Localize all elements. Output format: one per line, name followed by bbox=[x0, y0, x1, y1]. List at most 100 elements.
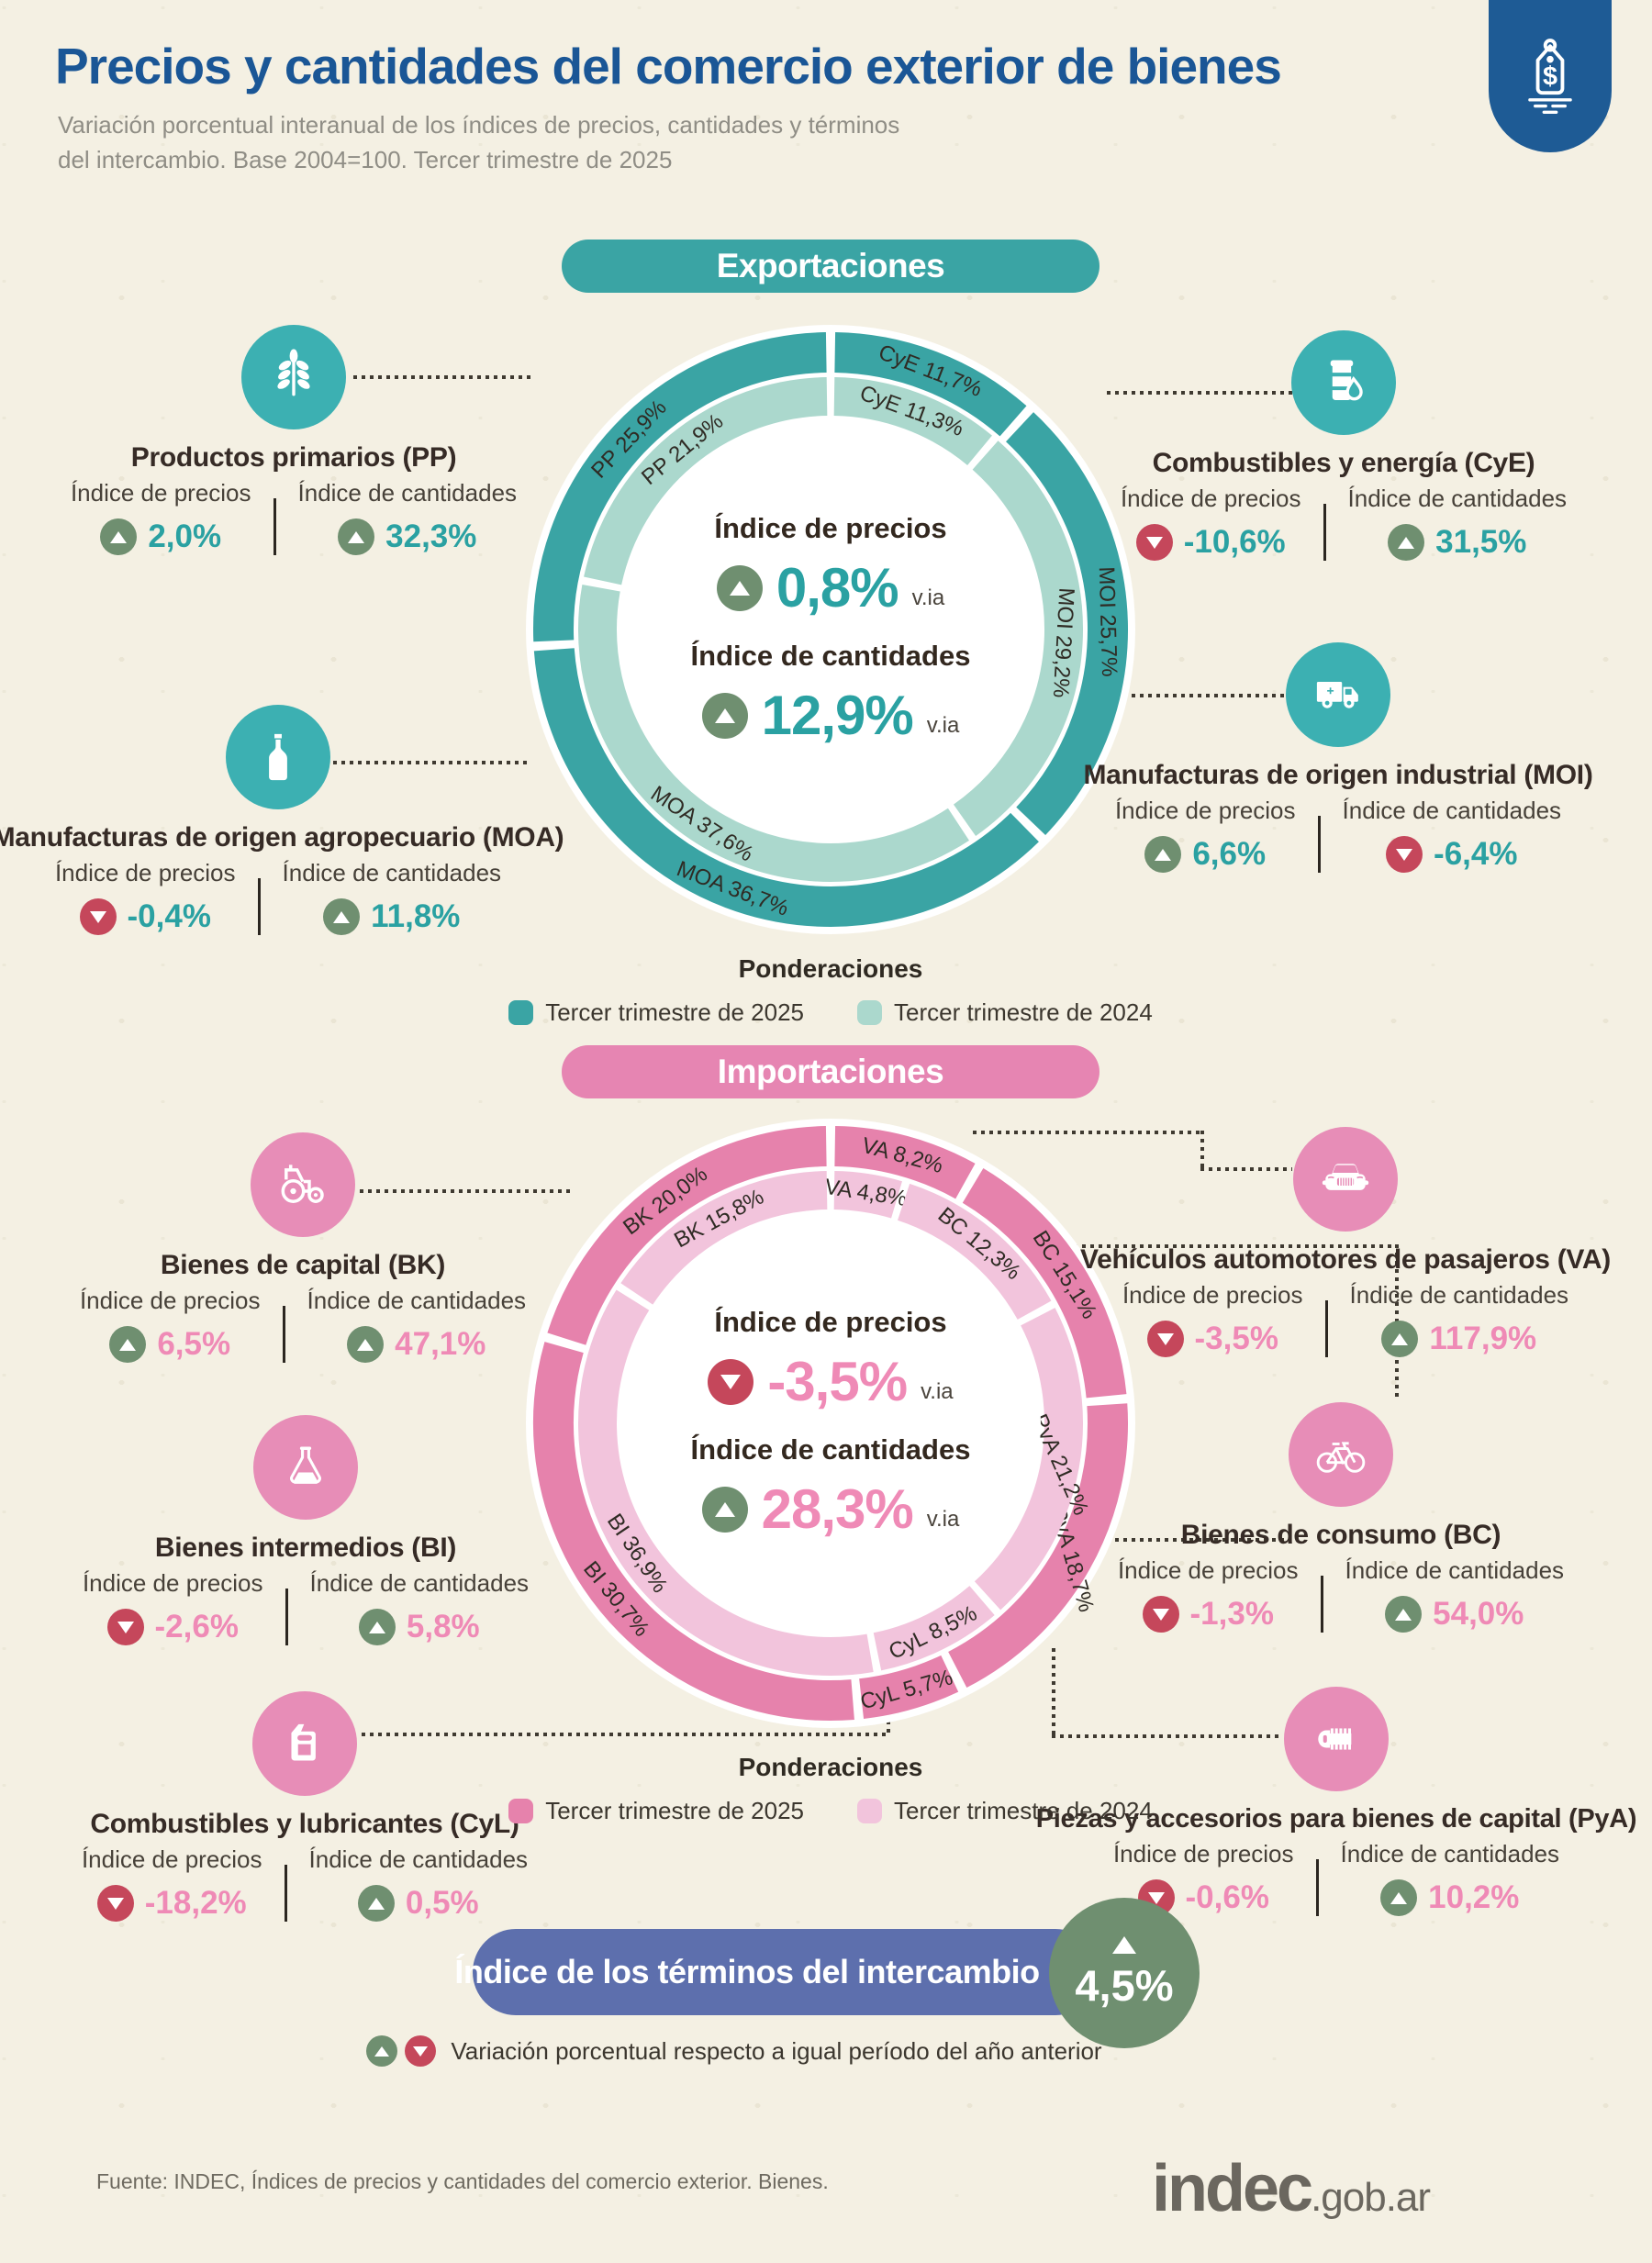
down-arrow-icon bbox=[96, 1885, 134, 1922]
price-tag-banner: $ bbox=[1489, 0, 1612, 152]
category-values: Índice de precios 6,5% Índice de cantida… bbox=[58, 1287, 548, 1365]
category-title: Bienes de consumo (BC) bbox=[1180, 1520, 1501, 1550]
category-cyl: Combustibles y lubricantes (CyL) Índice … bbox=[0, 1691, 626, 1923]
price-index-value: 6,6% bbox=[1192, 836, 1267, 872]
down-arrow-icon bbox=[79, 898, 117, 935]
bicycle-icon bbox=[1289, 1402, 1393, 1507]
price-index-header: Índice de precios bbox=[1120, 485, 1301, 512]
page-subtitle: Variación porcentual interanual de los í… bbox=[58, 108, 899, 177]
qty-index-header: Índice de cantidades bbox=[297, 479, 518, 507]
swatch-2025 bbox=[508, 1799, 534, 1823]
weights-title: Ponderaciones bbox=[738, 954, 923, 983]
price-index-header: Índice de precios bbox=[70, 479, 251, 507]
category-title: Vehículos automotores de pasajeros (VA) bbox=[1080, 1244, 1611, 1275]
price-index-header: Índice de precios bbox=[82, 1569, 263, 1597]
swatch-2024 bbox=[857, 1799, 882, 1823]
page-subtitle-line1: Variación porcentual interanual de los í… bbox=[58, 111, 900, 139]
up-arrow-icon bbox=[366, 2035, 398, 2067]
svg-text:$: $ bbox=[1543, 61, 1557, 91]
indec-logo: indec .gob.ar bbox=[1152, 2151, 1431, 2226]
price-index-value: -0,6% bbox=[1185, 1879, 1269, 1915]
price-index-header: Índice de precios bbox=[1117, 1556, 1299, 1584]
qty-index-value: 0,5% bbox=[405, 1885, 479, 1921]
category-title: Bienes de capital (BK) bbox=[160, 1250, 446, 1280]
price-index-header: Índice de precios bbox=[81, 1845, 262, 1873]
divider bbox=[1323, 504, 1326, 561]
qty-index-header: Índice de cantidades bbox=[1349, 1281, 1569, 1309]
screw-icon bbox=[1284, 1687, 1389, 1791]
terms-of-trade-value-badge: 4,5% bbox=[1049, 1898, 1200, 2048]
divider bbox=[284, 1865, 287, 1922]
up-arrow-icon bbox=[347, 1326, 385, 1363]
legend-label: Tercer trimestre de 2025 bbox=[545, 1797, 804, 1824]
category-pya: Piezas y accesorios para bienes de capit… bbox=[1015, 1687, 1652, 1918]
divider bbox=[1324, 1300, 1328, 1357]
wheat-icon bbox=[241, 325, 346, 429]
price-index-value: -2,6% bbox=[154, 1609, 239, 1644]
exports-weights-legend: Ponderaciones Tercer trimestre de 2025 T… bbox=[508, 954, 1153, 1027]
imports-donut-chart: VA 8,2%BC 15,1%PyA 18,7%CyL 5,7%BI 30,7%… bbox=[526, 1119, 1135, 1728]
price-index-header: Índice de precios bbox=[54, 859, 236, 886]
price-index-value: -18,2% bbox=[144, 1885, 247, 1921]
price-index-value: -0,4% bbox=[127, 898, 211, 934]
connector-pya-2 bbox=[1052, 1734, 1281, 1738]
connector-va-1 bbox=[973, 1131, 1204, 1134]
down-arrow-icon bbox=[106, 1609, 144, 1645]
indec-logo-main: indec bbox=[1152, 2152, 1313, 2225]
terms-of-trade-banner: Índice de los términos del intercambio bbox=[454, 1929, 1099, 2015]
qty-index-value: 54,0% bbox=[1433, 1596, 1524, 1632]
price-index-value: -1,3% bbox=[1189, 1596, 1274, 1632]
down-arrow-icon bbox=[405, 2035, 437, 2067]
category-moa: Manufacturas de origen agropecuario (MOA… bbox=[0, 705, 599, 937]
qty-index-value: 32,3% bbox=[385, 518, 477, 554]
category-values: Índice de precios -0,6% Índice de cantid… bbox=[1091, 1840, 1581, 1918]
qty-index-header: Índice de cantidades bbox=[282, 859, 502, 886]
connector-pya-1 bbox=[1052, 1648, 1055, 1736]
category-values: Índice de precios -2,6% Índice de cantid… bbox=[61, 1569, 551, 1647]
price-index-value: -10,6% bbox=[1183, 524, 1286, 560]
qty-index-header: Índice de cantidades bbox=[1345, 1556, 1565, 1584]
legend-item-2024: Tercer trimestre de 2024 bbox=[857, 998, 1153, 1027]
connector-bk bbox=[360, 1189, 573, 1193]
category-values: Índice de precios 2,0% Índice de cantida… bbox=[49, 479, 539, 557]
category-bc: Bienes de consumo (BC) Índice de precios… bbox=[1020, 1402, 1652, 1634]
qty-index-value: 10,2% bbox=[1428, 1879, 1520, 1915]
up-arrow-icon bbox=[100, 518, 138, 555]
up-arrow-icon bbox=[1380, 1879, 1418, 1916]
price-index-value: 2,0% bbox=[148, 518, 222, 554]
indec-logo-suffix: .gob.ar bbox=[1311, 2175, 1431, 2220]
category-values: Índice de precios -0,4% Índice de cantid… bbox=[33, 859, 523, 937]
category-title: Piezas y accesorios para bienes de capit… bbox=[1035, 1804, 1637, 1834]
connector-pp bbox=[353, 375, 532, 379]
connector-moa bbox=[333, 761, 528, 764]
variation-legend: Variación porcentual respecto a igual pe… bbox=[294, 2035, 1175, 2067]
price-index-value: -3,5% bbox=[1194, 1321, 1278, 1356]
divider bbox=[1317, 816, 1321, 873]
connector-moi bbox=[1107, 694, 1287, 697]
price-index-header: Índice de precios bbox=[79, 1287, 261, 1314]
qty-index-value: 117,9% bbox=[1429, 1321, 1537, 1356]
connector-bc-1 bbox=[1074, 1244, 1397, 1248]
up-arrow-icon bbox=[1388, 524, 1425, 561]
qty-index-value: 47,1% bbox=[395, 1326, 486, 1362]
category-title: Combustibles y energía (CyE) bbox=[1152, 448, 1535, 478]
terms-of-trade-value: 4,5% bbox=[1075, 1960, 1174, 2010]
price-index-header: Índice de precios bbox=[1112, 1840, 1294, 1867]
category-va: Vehículos automotores de pasajeros (VA) … bbox=[1024, 1127, 1652, 1359]
qty-index-header: Índice de cantidades bbox=[1340, 1840, 1560, 1867]
divider bbox=[273, 498, 276, 555]
price-tag-icon: $ bbox=[1506, 30, 1594, 123]
bottle-icon bbox=[226, 705, 330, 809]
qty-index-header: Índice de cantidades bbox=[309, 1569, 530, 1597]
swatch-2025 bbox=[508, 1000, 534, 1025]
down-arrow-icon bbox=[1142, 1596, 1179, 1633]
category-bi: Bienes intermedios (BI) Índice de precio… bbox=[0, 1415, 627, 1647]
qty-index-value: -6,4% bbox=[1434, 836, 1518, 872]
terms-of-trade-label: Índice de los términos del intercambio bbox=[454, 1953, 1040, 1990]
connector-cyl-2 bbox=[362, 1733, 890, 1736]
category-title: Manufacturas de origen industrial (MOI) bbox=[1083, 760, 1593, 790]
legend-item-2024: Tercer trimestre de 2024 bbox=[857, 1797, 1153, 1825]
connector-cye bbox=[1107, 391, 1292, 395]
down-arrow-icon bbox=[1386, 836, 1423, 873]
qty-index-header: Índice de cantidades bbox=[1342, 797, 1562, 824]
